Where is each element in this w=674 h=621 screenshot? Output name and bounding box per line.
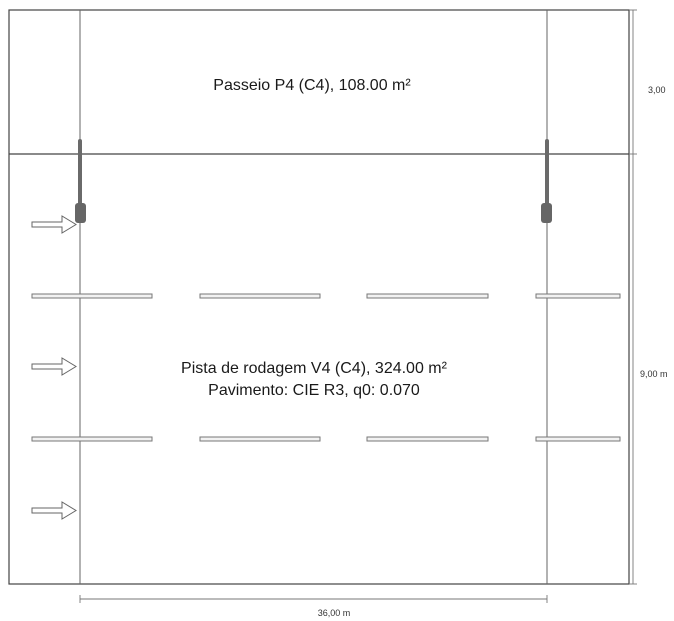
luminaire-left (75, 139, 86, 223)
lamp-head-left (75, 203, 86, 223)
traffic-arrow-icon (31, 215, 77, 234)
lane-dash (31, 293, 153, 299)
sidewalk-label: Passeio P4 (C4), 108.00 m² (213, 77, 411, 94)
lane-dash (535, 436, 621, 442)
luminaire-right (541, 139, 552, 223)
length-label: 36,00 m (318, 608, 351, 618)
lamp-head-right (541, 203, 552, 223)
vertical-dimension: 3,00 9,00 m (629, 9, 668, 585)
sidewalk-width-label: 3,00 (648, 85, 666, 95)
horizontal-dimension: 36,00 m (79, 595, 548, 618)
lane-dash (199, 436, 321, 442)
lane-dash (366, 436, 489, 442)
traffic-arrow-icon (31, 357, 77, 376)
roadway-width-label: 9,00 m (640, 369, 668, 379)
lane-dash (31, 436, 153, 442)
plan-outline (8, 9, 630, 585)
roadway-label-line-2: Pavimento: CIE R3, q0: 0.070 (208, 382, 420, 399)
lane-dash (535, 293, 621, 299)
traffic-arrow-icon (31, 501, 77, 520)
lane-dash (199, 293, 321, 299)
lane-marking-row-2 (31, 436, 621, 442)
lane-dash (366, 293, 489, 299)
lane-marking-row-1 (31, 293, 621, 299)
roadway-label-line-1: Pista de rodagem V4 (C4), 324.00 m² (181, 360, 448, 377)
